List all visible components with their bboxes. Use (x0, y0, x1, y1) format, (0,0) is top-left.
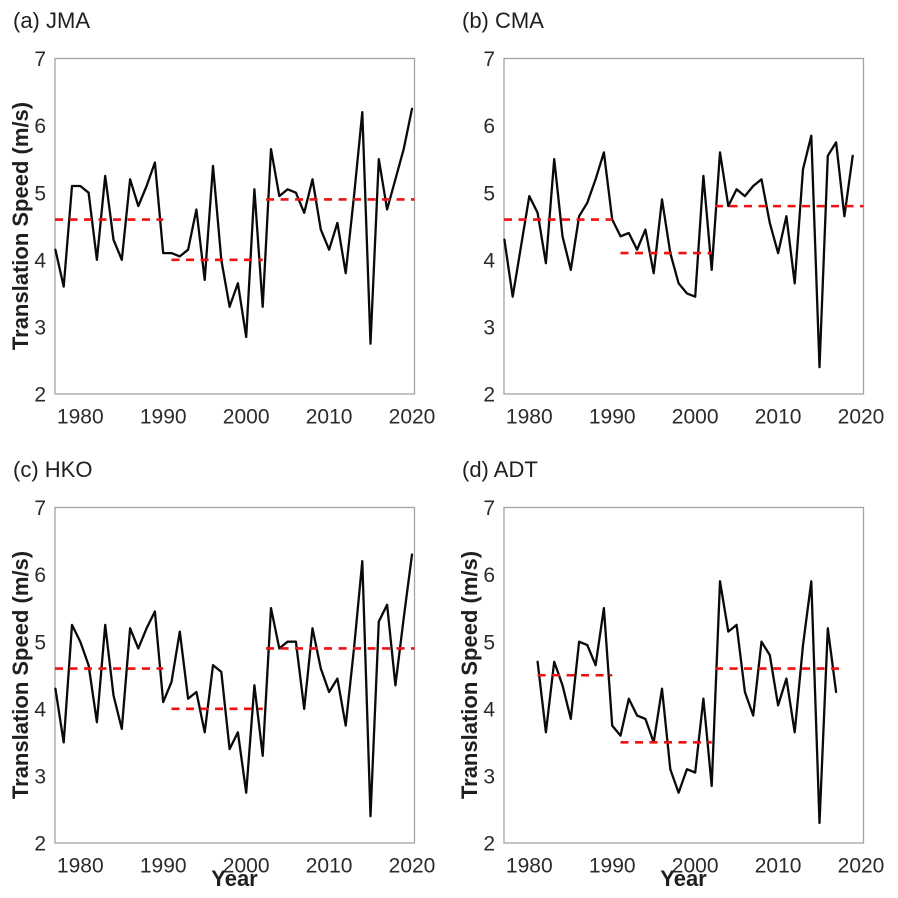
y-tick-label: 2 (34, 384, 46, 407)
panel-cma: (b) CMA 2 3 4 5 6 7 1980 1990 2000 2010 2020 (449, 0, 898, 449)
x-tick-label: 2010 (306, 855, 353, 878)
x-tick-label: 1980 (506, 855, 553, 878)
line-chart-adt: 2 3 4 5 6 7 1980 1990 2000 2010 2020 (483, 497, 885, 878)
x-axis-label-hko: Year (211, 866, 258, 891)
y-tick-label: 6 (483, 115, 495, 138)
y-tick-label: 2 (34, 833, 46, 856)
y-tick-label: 7 (483, 48, 495, 71)
panel-jma: (a) JMA Translation Speed (m/s) 2 3 4 5 6 7 19… (0, 0, 449, 449)
x-tick-label: 1990 (589, 855, 636, 878)
annual-series-line (536, 580, 838, 825)
x-tick-label: 1990 (140, 406, 187, 429)
line-chart-jma: 2 3 4 5 6 7 1980 1990 2000 2010 2020 (34, 48, 436, 429)
y-tick-label: 3 (483, 765, 495, 788)
x-tick-label: 2020 (389, 406, 436, 429)
x-tick-label: 2020 (838, 406, 885, 429)
panel-hko: (c) HKO Translation Speed (m/s) 2 3 4 5 6 7 19… (0, 449, 449, 898)
axis-frame (503, 506, 865, 844)
y-tick-label: 4 (483, 249, 495, 272)
x-tick-label: 2010 (306, 406, 353, 429)
annual-series-line (54, 107, 414, 345)
y-tick-label: 4 (34, 698, 46, 721)
x-axis-label-adt: Year (660, 866, 707, 891)
y-tick-label: 6 (34, 564, 46, 587)
y-tick-label: 4 (34, 249, 46, 272)
y-tick-label: 5 (483, 182, 495, 205)
axis-frame (54, 57, 416, 395)
panel-adt: (d) ADT Translation Speed (m/s) 2 3 4 5 6 7 19… (449, 449, 898, 898)
x-tick-label: 2000 (223, 406, 270, 429)
x-tick-label: 2000 (223, 855, 270, 878)
y-tick-label: 3 (483, 316, 495, 339)
x-tick-label: 2010 (755, 406, 802, 429)
annual-series-line (503, 134, 854, 369)
x-tick-label: 1990 (589, 406, 636, 429)
panel-title-hko: (c) HKO (13, 457, 93, 482)
y-tick-label: 3 (34, 765, 46, 788)
panel-title-jma: (a) JMA (13, 8, 90, 33)
y-tick-label: 4 (483, 698, 495, 721)
x-tick-label: 1990 (140, 855, 187, 878)
panel-title-cma: (b) CMA (462, 8, 544, 33)
y-tick-label: 5 (34, 631, 46, 654)
y-tick-label: 3 (34, 316, 46, 339)
line-chart-cma: 2 3 4 5 6 7 1980 1990 2000 2010 2020 (483, 48, 885, 429)
axis-frame (54, 506, 416, 844)
x-tick-label: 1980 (57, 406, 104, 429)
y-tick-label: 7 (483, 497, 495, 520)
x-tick-label: 2000 (672, 406, 719, 429)
panel-title-adt: (d) ADT (462, 457, 538, 482)
x-tick-label: 1980 (57, 855, 104, 878)
x-tick-label: 2010 (755, 855, 802, 878)
y-tick-label: 2 (483, 384, 495, 407)
x-tick-label: 2000 (672, 855, 719, 878)
y-tick-label: 2 (483, 833, 495, 856)
y-tick-label: 7 (34, 48, 46, 71)
y-tick-label: 6 (34, 115, 46, 138)
x-tick-label: 2020 (838, 855, 885, 878)
x-tick-label: 2020 (389, 855, 436, 878)
annual-series-line (54, 553, 414, 818)
x-tick-label: 1980 (506, 406, 553, 429)
y-tick-label: 5 (483, 631, 495, 654)
y-tick-label: 5 (34, 182, 46, 205)
y-tick-label: 6 (483, 564, 495, 587)
line-chart-hko: 2 3 4 5 6 7 1980 1990 2000 2010 2020 (34, 497, 436, 878)
axis-frame (503, 57, 865, 395)
y-tick-label: 7 (34, 497, 46, 520)
